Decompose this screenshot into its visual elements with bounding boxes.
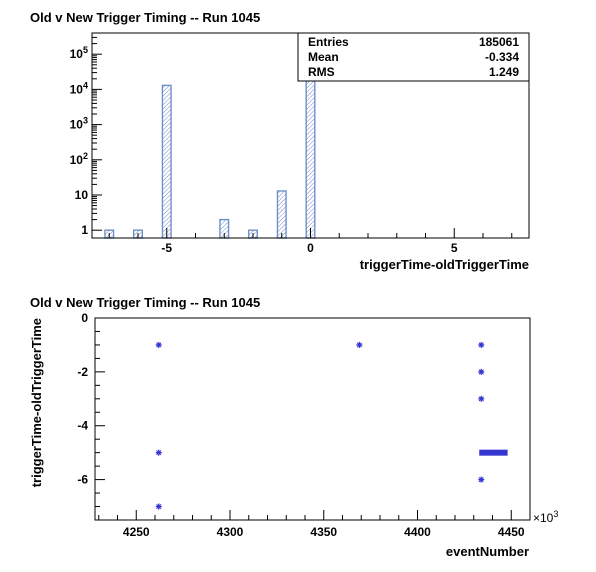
scatter-point	[155, 341, 162, 348]
histogram-y-tick-label: 10	[75, 188, 89, 202]
scatter-title: Old v New Trigger Timing -- Run 1045	[30, 295, 260, 310]
scatter-frame	[94, 317, 531, 521]
histogram-y-tick-label: 102	[70, 151, 88, 167]
scatter-dense-cluster	[479, 449, 508, 456]
scatter-points	[155, 341, 508, 510]
scatter-point	[478, 476, 485, 483]
scatter-point	[478, 368, 485, 375]
stats-entries-label: Entries	[308, 35, 349, 49]
scatter-point	[356, 341, 363, 348]
histogram-x-tick-label: 5	[451, 241, 458, 255]
scatter-x-tick-label: 4350	[310, 525, 337, 539]
stats-mean-label: Mean	[308, 50, 339, 64]
scatter-y-axis-title: triggerTime-oldTriggerTime	[29, 318, 44, 487]
histogram-y-tick-label: 105	[70, 45, 88, 61]
stats-entries-value: 185061	[479, 35, 519, 49]
histogram-y-axis: 1 10 102 103 104 105	[70, 32, 102, 237]
histogram-y-tick-label: 1	[81, 223, 88, 237]
scatter-y-tick-label: -4	[77, 419, 88, 433]
scatter-panel: Old v New Trigger Timing -- Run 1045 425…	[29, 295, 558, 559]
histogram-x-axis-title: triggerTime-oldTriggerTime	[360, 257, 529, 272]
scatter-point	[478, 341, 485, 348]
histogram-y-tick-label: 104	[70, 80, 88, 96]
histogram-x-tick-label: -5	[161, 241, 172, 255]
scatter-point	[155, 449, 162, 456]
scatter-x-axis-title: eventNumber	[446, 544, 529, 559]
scatter-y-tick-label: 0	[81, 311, 88, 325]
scatter-y-tick-label: -2	[77, 365, 88, 379]
x-multiplier-label: ×103	[533, 509, 558, 525]
histogram-title: Old v New Trigger Timing -- Run 1045	[30, 10, 260, 25]
histogram-x-tick-label: 0	[307, 241, 314, 255]
histogram-bar	[276, 190, 287, 239]
histogram-y-tick-label: 103	[70, 116, 88, 132]
scatter-y-axis: 0 -2 -4 -6	[77, 311, 105, 508]
scatter-x-tick-label: 4400	[404, 525, 431, 539]
scatter-y-tick-label: -6	[77, 473, 88, 487]
x-multiplier-base: ×10	[533, 511, 554, 525]
x-multiplier-exp: 3	[553, 509, 558, 519]
stats-rms-value: 1.249	[489, 65, 519, 79]
histogram-x-axis: -5 0 5	[108, 228, 513, 255]
scatter-point	[155, 503, 162, 510]
stats-rms-label: RMS	[308, 65, 335, 79]
stats-mean-value: -0.334	[485, 50, 519, 64]
scatter-x-axis: 4250 4300 4350 4400 4450	[98, 510, 531, 539]
histogram-bar	[161, 84, 172, 239]
histogram-panel: Old v New Trigger Timing -- Run 1045 -5 0…	[30, 10, 530, 272]
stats-box: Entries 185061 Mean -0.334 RMS 1.249	[297, 32, 530, 82]
scatter-x-tick-label: 4250	[123, 525, 150, 539]
scatter-point	[478, 395, 485, 402]
scatter-x-tick-label: 4300	[217, 525, 244, 539]
scatter-x-tick-label: 4450	[498, 525, 525, 539]
stats-box-frame	[297, 32, 530, 82]
histogram-bars	[104, 45, 316, 239]
